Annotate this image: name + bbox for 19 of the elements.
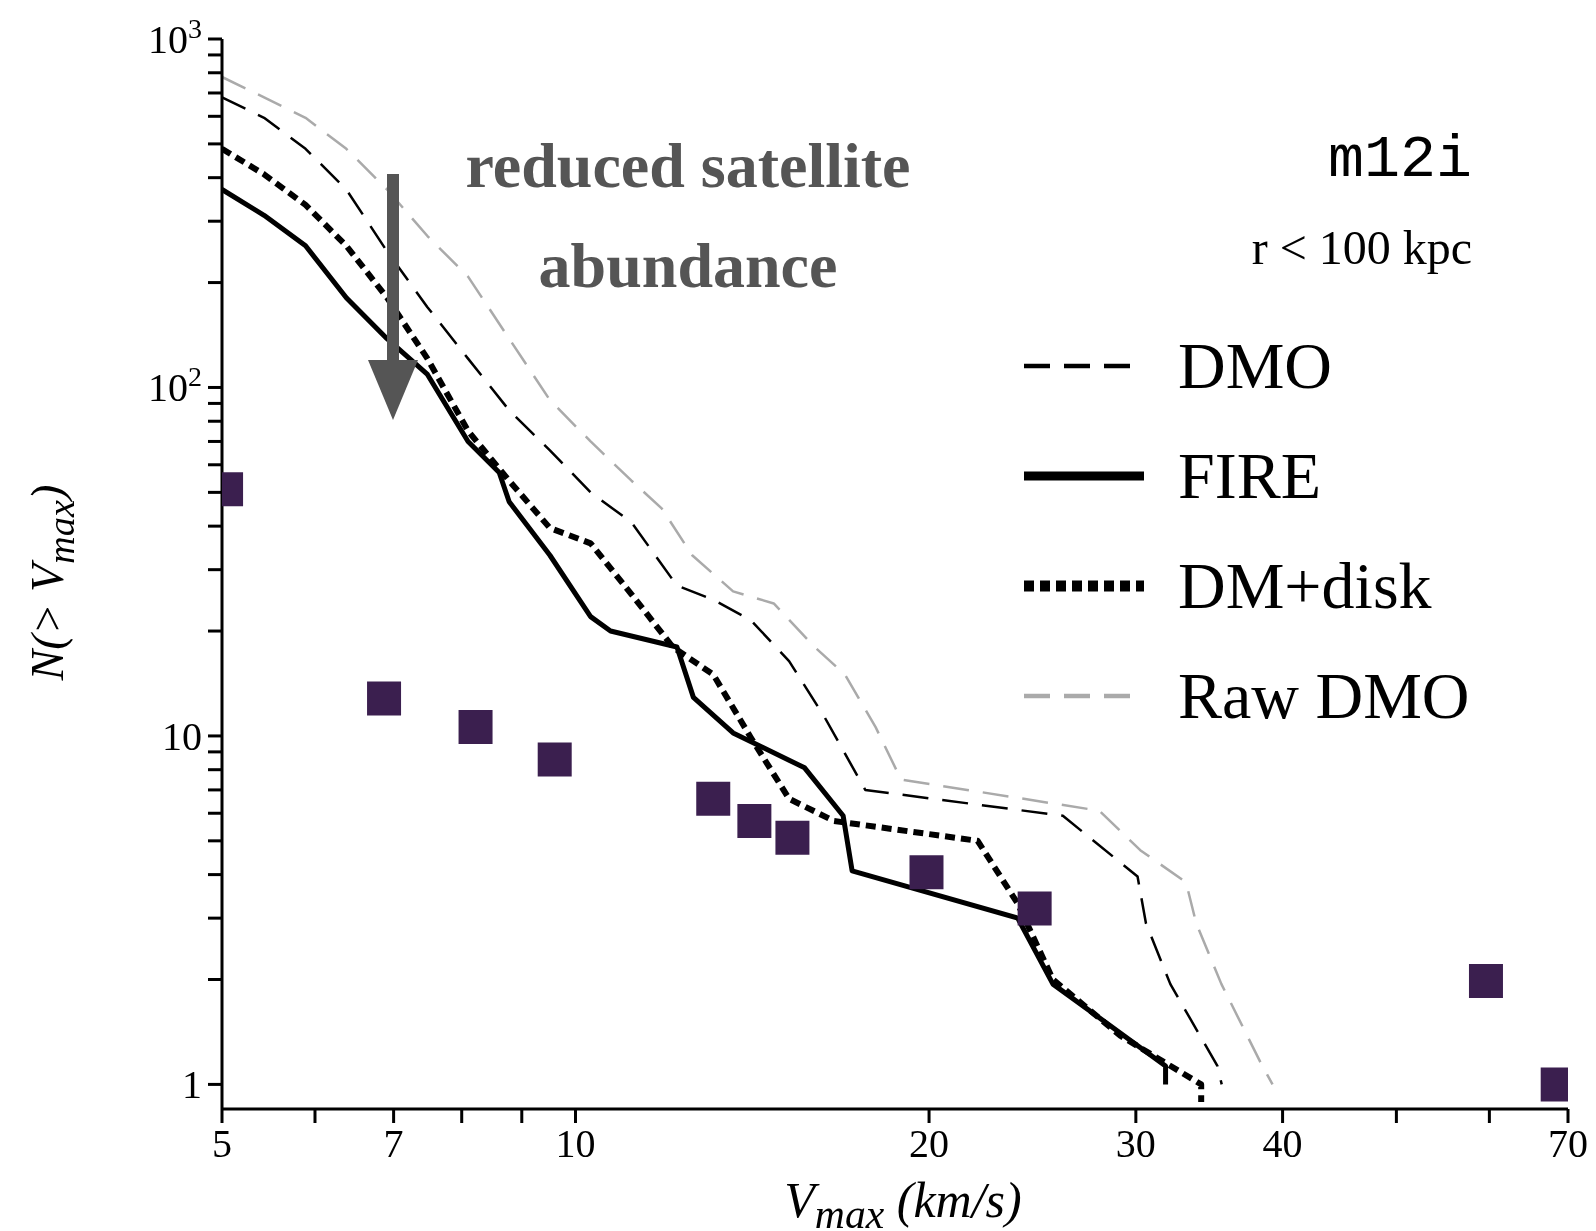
x-tick-label: 7 <box>383 1121 404 1166</box>
annotation: r < 100 kpc <box>1251 220 1472 275</box>
legend-label: Raw DMO <box>1178 658 1471 734</box>
x-tick-label: 20 <box>909 1121 950 1166</box>
x-tick-label: 5 <box>212 1121 232 1166</box>
y-tick-label: 10 <box>162 713 202 759</box>
y-tick-label: 1 <box>182 1062 202 1108</box>
legend-label: DMO <box>1178 328 1333 404</box>
y-tick-label: 10$^{3}$ <box>148 12 202 62</box>
x-tick-label: 70 <box>1548 1121 1588 1166</box>
annotation: reduced satellite abundance <box>464 129 912 303</box>
legend-label: FIRE <box>1178 438 1323 514</box>
x-axis-title: V$_{max}$ (km/s) <box>783 1171 1023 1231</box>
x-tick-label: 30 <box>1115 1121 1156 1166</box>
y-tick-label: 10$^{2}$ <box>148 360 202 411</box>
x-tick-label: 10 <box>555 1121 596 1166</box>
annotation: m12i <box>1327 126 1472 194</box>
x-tick-label: 40 <box>1262 1121 1303 1166</box>
legend-label: DM+disk <box>1178 548 1433 624</box>
